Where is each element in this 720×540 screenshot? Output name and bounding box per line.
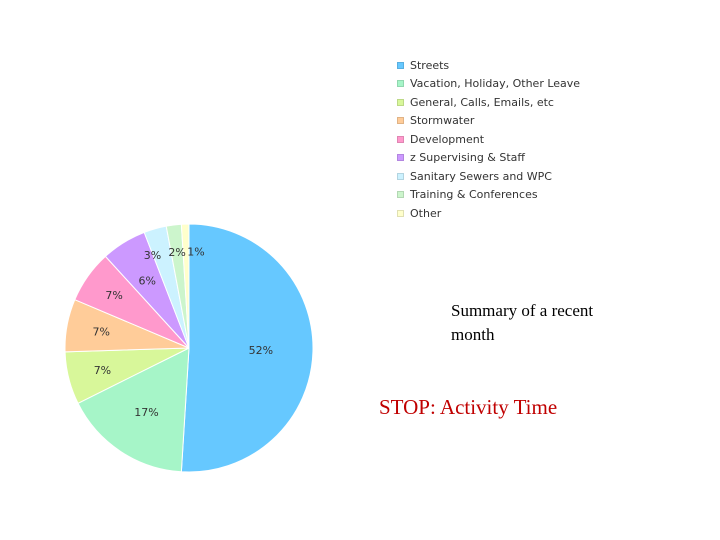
legend-item: Vacation, Holiday, Other Leave <box>397 75 580 94</box>
pie-label-1: 52% <box>249 344 273 357</box>
pie-slice-9 <box>180 223 190 349</box>
legend-swatch <box>397 135 404 143</box>
legend-label: Training & Conferences <box>410 188 538 202</box>
pie-data-labels: 52% 17% 7% 7% 7% 6% 3% 2% 1% <box>93 245 274 419</box>
pie-label-6: 6% <box>138 275 155 288</box>
legend-item: Training & Conferences <box>397 186 580 205</box>
pie-label-7: 3% <box>144 249 161 262</box>
legend-item: General, Calls, Emails, etc <box>397 93 580 112</box>
pie-slice-1 <box>180 223 314 473</box>
legend-swatch <box>397 191 404 199</box>
legend-label: z Supervising & Staff <box>410 151 525 165</box>
pie-label-3: 7% <box>94 364 111 377</box>
legend-label: Sanitary Sewers and WPC <box>410 169 552 183</box>
legend-item: Development <box>397 130 580 149</box>
legend-label: Streets <box>410 58 450 72</box>
pie-label-8: 2% <box>168 246 185 259</box>
legend-item: Sanitary Sewers and WPC <box>397 167 580 186</box>
legend-swatch <box>397 98 404 106</box>
legend-label: Development <box>410 132 485 146</box>
pie-label-5: 7% <box>105 289 122 302</box>
legend-label: Other <box>410 206 442 220</box>
legend-swatch <box>397 117 404 125</box>
legend-swatch <box>397 154 404 162</box>
summary-caption: Summary of a recent month <box>451 301 594 344</box>
legend-item: Other <box>397 204 580 223</box>
legend-label: General, Calls, Emails, etc <box>410 95 554 109</box>
pie-slice-2 <box>77 347 190 473</box>
legend-swatch <box>397 61 404 69</box>
legend-item: Streets <box>397 56 580 75</box>
legend-label: Vacation, Holiday, Other Leave <box>410 77 581 91</box>
stop-caption: STOP: Activity Time <box>379 395 558 419</box>
legend-item: z Supervising & Staff <box>397 149 580 168</box>
pie-label-2: 17% <box>134 406 158 419</box>
legend-swatch <box>397 209 404 217</box>
pie-label-9: 1% <box>187 245 204 258</box>
legend-swatch <box>397 172 404 180</box>
legend-item: Stormwater <box>397 112 580 131</box>
pie-slices <box>64 223 314 473</box>
legend-swatch <box>397 80 404 88</box>
pie-label-4: 7% <box>93 326 110 339</box>
chart-legend: Streets Vacation, Holiday, Other Leave Gen… <box>397 56 580 223</box>
legend-label: Stormwater <box>410 114 475 128</box>
